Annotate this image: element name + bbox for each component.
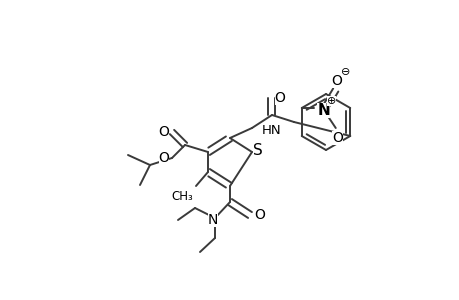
Text: S: S — [252, 142, 262, 158]
Text: CH₃: CH₃ — [171, 190, 192, 202]
Text: ⊖: ⊖ — [340, 67, 350, 77]
Text: HN: HN — [262, 124, 281, 136]
Text: O: O — [274, 91, 285, 105]
Text: O: O — [254, 208, 265, 222]
Text: O: O — [331, 131, 342, 145]
Text: O: O — [330, 74, 341, 88]
Text: O: O — [158, 125, 169, 139]
Text: N: N — [317, 103, 330, 118]
Text: O: O — [158, 151, 169, 165]
Text: ⊕: ⊕ — [326, 96, 336, 106]
Text: N: N — [207, 213, 218, 227]
